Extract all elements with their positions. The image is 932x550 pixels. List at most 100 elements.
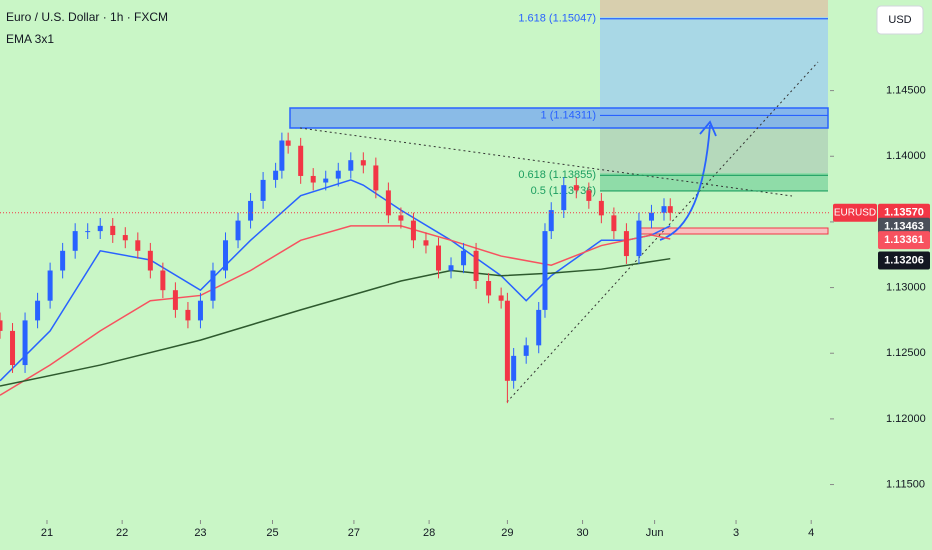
candle-body bbox=[410, 220, 416, 241]
candle-body bbox=[0, 320, 3, 331]
candle-body bbox=[423, 240, 429, 246]
x-tick-label: 30 bbox=[576, 527, 588, 539]
candle-body bbox=[110, 225, 116, 236]
axes: 1.145001.140001.135001.130001.125001.120… bbox=[41, 85, 930, 539]
candle-body bbox=[273, 170, 279, 180]
candle-body bbox=[648, 212, 654, 221]
candle-body bbox=[279, 140, 285, 171]
x-tick-label: 22 bbox=[116, 527, 128, 539]
x-tick-label: 23 bbox=[194, 527, 206, 539]
candle-body bbox=[22, 320, 28, 366]
y-tick-label: 1.13000 bbox=[886, 281, 926, 293]
x-tick-label: 3 bbox=[733, 527, 739, 539]
fib-zone-upper bbox=[600, 17, 828, 115]
candle-body bbox=[461, 250, 467, 266]
candle-body bbox=[122, 235, 128, 241]
demand-zone bbox=[639, 227, 829, 235]
price-tag-label: 1.13206 bbox=[884, 254, 924, 266]
candle-body bbox=[473, 250, 479, 282]
candle-body bbox=[298, 145, 304, 176]
candle-body bbox=[310, 175, 316, 183]
candle-body bbox=[385, 190, 391, 216]
candle-body bbox=[536, 309, 542, 346]
ema-line bbox=[0, 225, 671, 396]
ema-line bbox=[0, 179, 671, 382]
candle-body bbox=[60, 250, 66, 271]
y-tick-label: 1.14000 bbox=[886, 150, 926, 162]
candle-body bbox=[72, 231, 78, 251]
candle-body bbox=[661, 206, 667, 213]
candle-body bbox=[623, 231, 629, 257]
candle-body bbox=[147, 250, 153, 271]
candle-body bbox=[285, 140, 291, 146]
candle-body bbox=[335, 170, 341, 179]
indicator-label: EMA 3x1 bbox=[6, 32, 54, 46]
supply-zone bbox=[289, 107, 829, 129]
price-axis bbox=[830, 0, 932, 550]
x-tick-label: 4 bbox=[808, 527, 814, 539]
candle-body bbox=[85, 231, 91, 233]
x-tick-label: 25 bbox=[266, 527, 278, 539]
arrow-head bbox=[699, 120, 717, 137]
y-tick-label: 1.11500 bbox=[886, 478, 925, 490]
candle-body bbox=[504, 300, 510, 381]
x-tick-label: 28 bbox=[423, 527, 435, 539]
candle-body bbox=[573, 185, 579, 191]
plot: 1.618 (1.15047) 1 (1.14311) 0.618 (1.13855… bbox=[0, 13, 830, 404]
ema-line bbox=[0, 257, 671, 387]
chart-title: Euro / U.S. Dollar · 1h · FXCM bbox=[6, 10, 168, 24]
candle-body bbox=[172, 290, 178, 310]
candle-body bbox=[97, 225, 103, 232]
y-tick-label: 1.12000 bbox=[886, 413, 926, 425]
candle-body bbox=[35, 300, 41, 321]
y-tick-label: 1.12500 bbox=[886, 347, 926, 359]
price-tag-label: 1.13361 bbox=[884, 234, 924, 246]
price-tag-label: 1.13463 bbox=[884, 221, 924, 233]
fib-label: 0.618 (1.13855) bbox=[518, 169, 596, 181]
symbol-label: EURUSD bbox=[834, 207, 876, 218]
fib-top-zone bbox=[600, 0, 828, 17]
candle-body bbox=[348, 160, 354, 171]
x-tick-label: 27 bbox=[348, 527, 360, 539]
candle-body bbox=[498, 295, 504, 301]
candle-body bbox=[210, 270, 216, 301]
candle-body bbox=[235, 220, 241, 241]
candle-body bbox=[360, 160, 366, 166]
price-tag bbox=[878, 251, 930, 270]
candle-body bbox=[636, 220, 642, 257]
candle-body bbox=[260, 179, 266, 201]
candle-body bbox=[586, 190, 592, 201]
candle-body bbox=[373, 165, 379, 191]
candle-body bbox=[398, 215, 404, 221]
price-tag-label: 1.13570 bbox=[884, 207, 924, 219]
candle-body bbox=[10, 330, 16, 366]
symbol-tag bbox=[833, 203, 877, 222]
candle-body bbox=[667, 206, 673, 213]
candle-body bbox=[47, 270, 53, 301]
candle-body bbox=[185, 309, 191, 321]
candle-body bbox=[523, 345, 529, 356]
fib-label: 1 (1.14311) bbox=[541, 109, 596, 121]
candle-body bbox=[611, 215, 617, 232]
candle-body bbox=[248, 200, 254, 221]
candle-body bbox=[598, 200, 604, 216]
x-tick-label: 29 bbox=[501, 527, 513, 539]
candle-body bbox=[323, 178, 329, 183]
fib-label: 1.618 (1.15047) bbox=[518, 13, 596, 25]
candle-body bbox=[486, 281, 492, 296]
candle-body bbox=[448, 265, 454, 271]
currency-button[interactable] bbox=[876, 5, 924, 35]
candle-body bbox=[135, 240, 141, 251]
candle-body bbox=[197, 300, 203, 321]
candle-body bbox=[511, 355, 517, 381]
price-tag bbox=[878, 203, 930, 222]
price-tag bbox=[878, 231, 930, 250]
candle-body bbox=[561, 185, 567, 211]
y-tick-label: 1.14500 bbox=[886, 85, 926, 97]
x-tick-label: 21 bbox=[41, 527, 53, 539]
candle-body bbox=[542, 231, 548, 310]
x-tick-label: Jun bbox=[646, 527, 664, 539]
trend-line-up bbox=[506, 61, 819, 403]
currency[interactable]: USD bbox=[888, 14, 911, 26]
